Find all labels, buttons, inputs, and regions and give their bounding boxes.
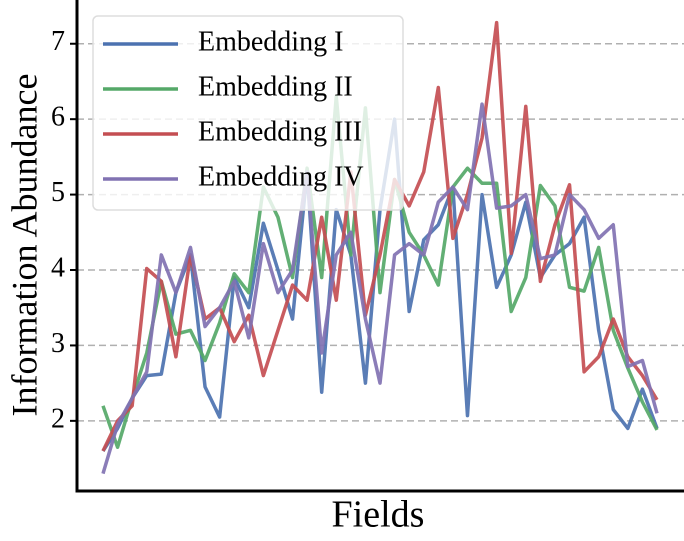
series-line [101,102,659,475]
legend-label: Embedding IV [198,161,364,192]
legend: Embedding I Embedding II Embedding III Embe… [92,15,404,211]
y-tick-label: 2 [51,403,65,434]
y-tick-label: 6 [51,102,65,133]
legend-label: Embedding I [198,26,343,57]
legend-label: Embedding III [198,116,362,147]
y-tick-label: 3 [51,328,65,359]
y-axis-label: Information Abundance [4,74,44,417]
series-line [101,94,659,450]
x-axis-label: Fields [332,494,425,536]
legend-label: Embedding II [198,71,353,102]
legend-box [92,15,404,211]
y-tick-label: 4 [51,252,65,283]
y-tick-label: 7 [51,26,65,57]
y-tick-label: 5 [51,177,65,208]
